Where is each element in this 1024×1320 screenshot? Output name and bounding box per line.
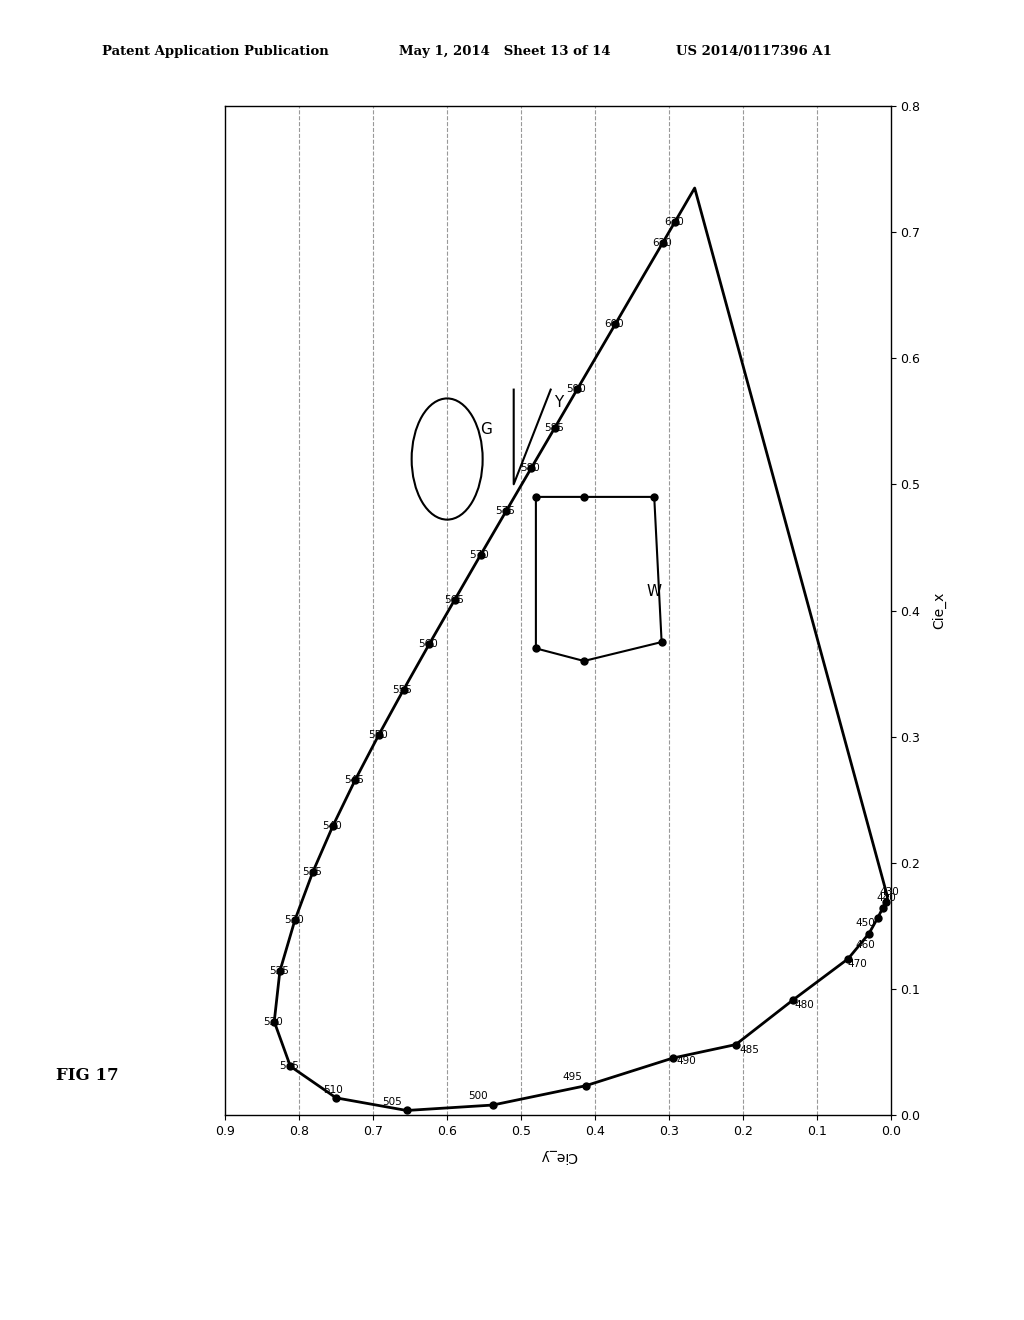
Text: 495: 495 [562,1072,583,1082]
Text: G: G [480,422,493,437]
Text: 585: 585 [544,422,563,433]
Text: 490: 490 [676,1056,696,1065]
Text: 560: 560 [418,639,437,649]
Text: May 1, 2014   Sheet 13 of 14: May 1, 2014 Sheet 13 of 14 [399,45,611,58]
Text: 515: 515 [280,1061,299,1072]
Text: 570: 570 [470,550,489,560]
Text: 555: 555 [392,685,413,694]
Text: 540: 540 [322,821,342,830]
Text: 550: 550 [368,730,387,739]
Text: 525: 525 [268,966,289,977]
Text: Y: Y [554,395,563,409]
Text: 630: 630 [664,216,684,227]
Text: 545: 545 [344,775,364,785]
Y-axis label: Cie_x: Cie_x [932,591,946,630]
X-axis label: Cie_y: Cie_y [540,1150,577,1163]
Text: 450: 450 [856,917,876,928]
Text: 575: 575 [495,506,515,516]
Text: 565: 565 [443,594,464,605]
Text: 590: 590 [566,384,586,395]
Text: 600: 600 [604,319,624,329]
Text: 530: 530 [284,915,303,925]
Text: 500: 500 [468,1092,487,1101]
Text: 505: 505 [382,1097,401,1106]
Text: Patent Application Publication: Patent Application Publication [102,45,329,58]
Text: 535: 535 [302,867,322,876]
Text: 480: 480 [794,1001,814,1010]
Text: 510: 510 [323,1085,342,1096]
Text: 485: 485 [739,1044,759,1055]
Text: 520: 520 [263,1016,283,1027]
Text: W: W [647,583,662,599]
Text: 470: 470 [847,958,867,969]
Text: US 2014/0117396 A1: US 2014/0117396 A1 [676,45,831,58]
Text: 430: 430 [880,887,900,898]
Text: 460: 460 [855,940,874,950]
Text: 580: 580 [520,463,540,474]
Text: 620: 620 [652,238,672,248]
Text: FIG 17: FIG 17 [56,1068,119,1084]
Text: 440: 440 [877,892,897,903]
